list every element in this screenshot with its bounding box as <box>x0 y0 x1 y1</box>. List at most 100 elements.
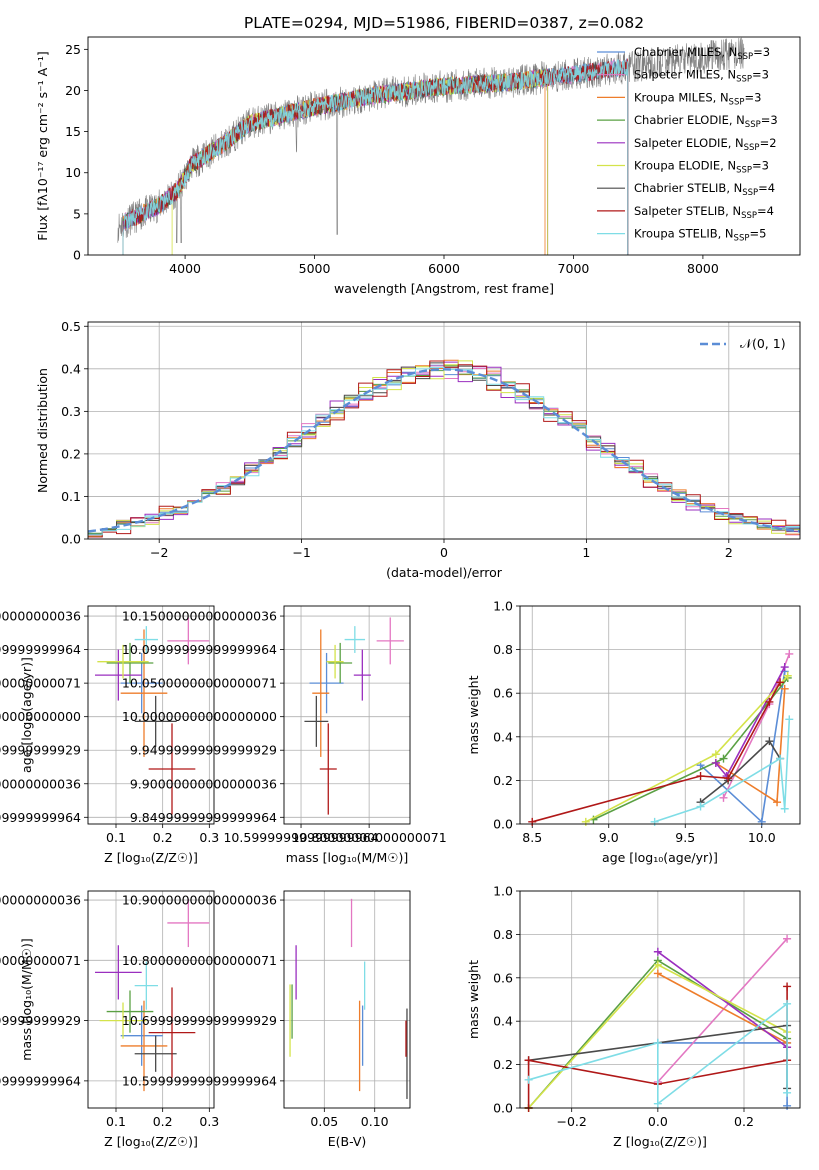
y-tick-label: 9.84999999999999964 <box>0 810 81 825</box>
y-axis-label: mass weight <box>466 960 481 1039</box>
mass-weight-line <box>700 739 781 803</box>
mass-weight-line <box>715 688 786 804</box>
x-tick-label: 7000 <box>558 261 590 276</box>
mass-weight-marker <box>650 817 659 826</box>
errorbar-plot-area <box>95 898 210 1092</box>
y-tick-label: 0.4 <box>61 361 81 376</box>
y-tick-label: 10.05000000000000071 <box>0 676 81 691</box>
x-tick-label: 0.3 <box>199 1114 219 1129</box>
mass-weight-marker <box>780 663 789 672</box>
y-tick-label: 10.90000000000000036 <box>122 893 277 908</box>
y-tick-label: 10.00000000000000000 <box>0 709 81 724</box>
residual-histogram-step <box>88 360 800 537</box>
mass-weight-marker <box>719 754 728 763</box>
y-tick-label: 1.0 <box>493 884 513 899</box>
x-tick-label: 0.3 <box>199 830 219 845</box>
y-tick-label: 10.80000000000000071 <box>122 953 277 968</box>
x-axis-label: E(B-V) <box>328 1134 367 1149</box>
legend-label: Chabrier MILES, NSSP=3 <box>634 45 770 62</box>
age-vs-mass-panel: 10.5999999999999996410.80000000000000071… <box>122 605 447 865</box>
mass-weight-marker <box>653 947 662 956</box>
y-tick-label: 5 <box>73 206 81 221</box>
x-tick-label: 9.5 <box>675 830 695 845</box>
model-spectrum-line <box>122 68 549 255</box>
x-tick-label: 4000 <box>169 261 201 276</box>
mass-weight-marker <box>711 758 720 767</box>
mass-weight-marker <box>653 1038 662 1047</box>
x-tick-label: 0.1 <box>106 1114 126 1129</box>
mass-weight-marker <box>776 678 785 687</box>
legend-label: Kroupa STELIB, NSSP=5 <box>634 227 766 244</box>
legend-subscript: SSP <box>744 143 760 153</box>
legend-subscript: SSP <box>729 97 745 107</box>
y-tick-label: 10.59999999999999964 <box>0 1073 81 1088</box>
legend-subscript: SSP <box>742 188 758 198</box>
mass-vs-metallicity-panel: 0.1 0.2 0.3 10.59999999999999964 10.69999999… <box>0 890 219 1149</box>
residual-distribution-panel: −2 −1 0 1 2 0.0 0.1 0.2 0.3 0.4 0.5 (data-model)/er… <box>35 319 801 580</box>
legend-label: Chabrier STELIB, NSSP=4 <box>634 181 775 198</box>
y-tick-label: 10.80000000000000071 <box>0 953 81 968</box>
mass-weight-marker <box>696 772 705 781</box>
x-tick-label: 0.2 <box>153 1114 173 1129</box>
x-tick-label: −2 <box>150 545 168 560</box>
x-axis-label: age [log₁₀(age/yr)] <box>602 850 718 865</box>
mass-weight-marker <box>773 798 782 807</box>
legend-label: Salpeter MILES, NSSP=3 <box>634 68 769 85</box>
y-tick-label: 0.0 <box>493 817 513 832</box>
axes-frame <box>87 605 215 825</box>
x-tick-label: 0.2 <box>153 830 173 845</box>
mass-weight-line <box>657 1042 788 1106</box>
x-tick-label: 9.0 <box>599 830 619 845</box>
mass-weight-marker <box>783 982 792 991</box>
x-tick-label: 10.0 <box>748 830 776 845</box>
errorbar-plot-area <box>304 617 404 815</box>
legend-subscript: SSP <box>741 211 757 221</box>
mass-weight-marker <box>653 1099 662 1108</box>
legend-label: Kroupa MILES, NSSP=3 <box>634 90 761 107</box>
y-tick-label: 0.4 <box>493 1014 513 1029</box>
x-tick-label: 0 <box>440 545 448 560</box>
mass-weight-marker <box>776 754 785 763</box>
mass-weight-marker <box>783 671 792 680</box>
y-tick-label: 10.05000000000000071 <box>122 676 277 691</box>
mass-weight-vs-metallicity-panel: −0.2 0.0 0.2 0.0 0.2 0.4 0.6 0.8 1.0 Z [log₁₀(Z/Z… <box>466 884 801 1149</box>
y-tick-label: 0.8 <box>493 927 513 942</box>
x-tick-label: 1 <box>582 545 590 560</box>
mass-weight-marker <box>528 817 537 826</box>
legend-label: Chabrier ELODIE, NSSP=3 <box>634 113 778 130</box>
spectrum-panel: 4000 5000 6000 7000 8000 0 5 10 15 20 25 wavelength… <box>35 36 801 296</box>
y-tick-label: 10 <box>65 165 81 180</box>
y-tick-label: 0.0 <box>493 1101 513 1116</box>
legend-subscript: SSP <box>745 120 761 130</box>
mass-weight-vs-age-panel: 8.5 9.0 9.5 10.0 0.0 0.2 0.4 0.6 0.8 1.0 age [log₁… <box>466 599 801 865</box>
mass-weight-marker <box>524 1056 533 1065</box>
errorbar-plot-area <box>289 898 408 1099</box>
y-tick-label: 10.15000000000000036 <box>122 609 277 624</box>
y-tick-label: 10.69999999999999929 <box>0 1013 81 1028</box>
y-tick-label: 9.84999999999999964 <box>130 810 277 825</box>
model-spectrum-line <box>122 59 629 255</box>
y-axis-label: mass [log₁₀(M/M☉)] <box>19 938 34 1060</box>
y-tick-label: 15 <box>65 124 81 139</box>
x-tick-label: 2 <box>725 545 733 560</box>
y-tick-label: 0.6 <box>493 686 513 701</box>
mass-weight-line <box>585 675 789 823</box>
mass-weight-marker <box>783 999 792 1008</box>
weight-plot-area <box>528 649 794 826</box>
x-axis-label: Z [log₁₀(Z/Z☉)] <box>613 1134 707 1149</box>
figure-title: PLATE=0294, MJD=51986, FIBERID=0387, z=0… <box>244 14 644 32</box>
y-axis-label: Flux [fλ10⁻¹⁷ erg cm⁻² s⁻¹ A⁻¹] <box>35 51 50 240</box>
histogram-plot-area <box>88 359 800 538</box>
x-tick-label: 6000 <box>428 261 460 276</box>
x-tick-label: −0.2 <box>557 1114 587 1129</box>
mass-weight-line <box>657 938 788 1083</box>
mass-weight-marker <box>783 934 792 943</box>
mass-weight-marker <box>653 960 662 969</box>
mass-weight-line <box>593 677 789 821</box>
y-tick-label: 0.4 <box>493 729 513 744</box>
y-tick-label: 20 <box>65 83 81 98</box>
legend-value: =3 <box>753 45 770 59</box>
y-tick-label: 25 <box>65 42 81 57</box>
x-tick-label: 8000 <box>687 261 719 276</box>
mass-weight-marker <box>696 802 705 811</box>
